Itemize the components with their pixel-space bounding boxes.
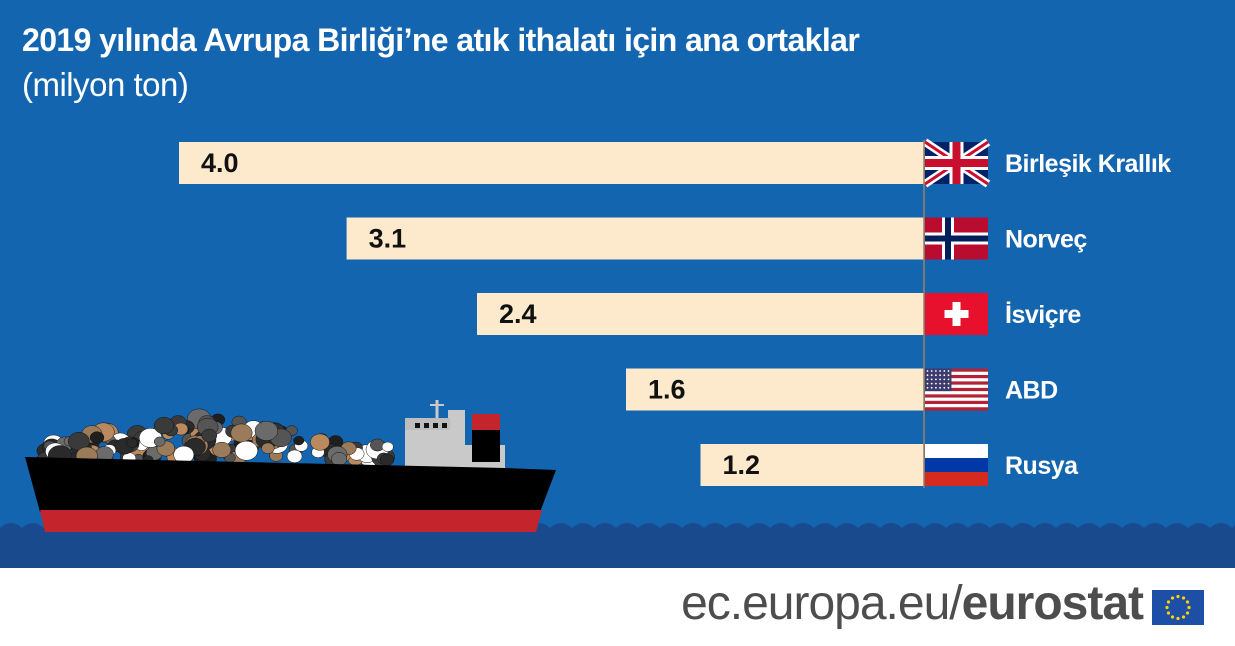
waste-bag	[153, 417, 175, 435]
ship-windows	[415, 423, 447, 428]
footer: ec.europa.eu/eurostat	[0, 568, 1235, 646]
bar	[179, 142, 924, 184]
waste-bags-cargo	[36, 408, 395, 469]
bar	[477, 293, 924, 335]
sea-wave-band	[0, 523, 1235, 568]
sea-waves	[0, 523, 1235, 568]
chart-subtitle: (milyon ton)	[22, 66, 189, 103]
bar-value-label: 3.1	[369, 224, 407, 254]
bars-group: 4.0 Birleşik Krallık 3.1 Norveç 2.4 İsviçre 1.…	[179, 138, 1172, 486]
category-label: Birleşik Krallık	[1005, 150, 1171, 178]
bar	[626, 368, 924, 411]
switzerland-flag-icon	[925, 293, 988, 335]
waste-bag	[201, 428, 218, 443]
waste-bag	[331, 452, 348, 466]
waste-bag	[310, 433, 330, 451]
waste-bag	[212, 441, 232, 458]
waste-bag	[254, 420, 279, 441]
norway-flag-icon	[925, 217, 988, 260]
waste-bag	[293, 435, 305, 446]
ship-hull-bottom	[40, 510, 542, 532]
waste-bag	[153, 436, 166, 447]
bar-value-label: 1.2	[723, 450, 761, 480]
bar-value-label: 2.4	[499, 299, 537, 329]
waste-bag	[381, 441, 394, 452]
waste-bag	[234, 440, 258, 461]
usa-flag-icon	[925, 368, 988, 411]
footer-brand-name: eurostat	[961, 577, 1144, 630]
ship-hull	[25, 457, 556, 512]
russia-flag-icon	[925, 444, 988, 486]
bar-value-label: 4.0	[201, 148, 239, 178]
category-label: Norveç	[1005, 226, 1087, 254]
chart-panel: 2019 yılında Avrupa Birliği’ne atık itha…	[0, 0, 1235, 568]
category-label: İsviçre	[1005, 301, 1081, 329]
bar	[700, 444, 924, 486]
footer-url: ec.europa.eu/	[681, 577, 963, 630]
eu-flag-icon	[1152, 590, 1204, 625]
waste-bag	[230, 423, 253, 443]
uk-flag-icon	[922, 138, 991, 188]
category-label: Rusya	[1005, 452, 1079, 480]
waste-bag	[126, 438, 138, 448]
bar	[346, 217, 925, 260]
category-label: ABD	[1005, 377, 1058, 405]
waste-bag	[89, 431, 105, 444]
bar-chart: 4.0 Birleşik Krallık 3.1 Norveç 2.4 İsviçre 1.…	[0, 138, 1235, 568]
waste-bag	[286, 449, 303, 463]
chart-title: 2019 yılında Avrupa Birliği’ne atık itha…	[22, 22, 860, 58]
cargo-ship-illustration	[25, 400, 556, 532]
waste-bag	[379, 453, 395, 466]
footer-brand: ec.europa.eu/eurostat	[681, 576, 1144, 631]
bar-value-label: 1.6	[648, 375, 686, 405]
waste-bag	[261, 442, 275, 454]
